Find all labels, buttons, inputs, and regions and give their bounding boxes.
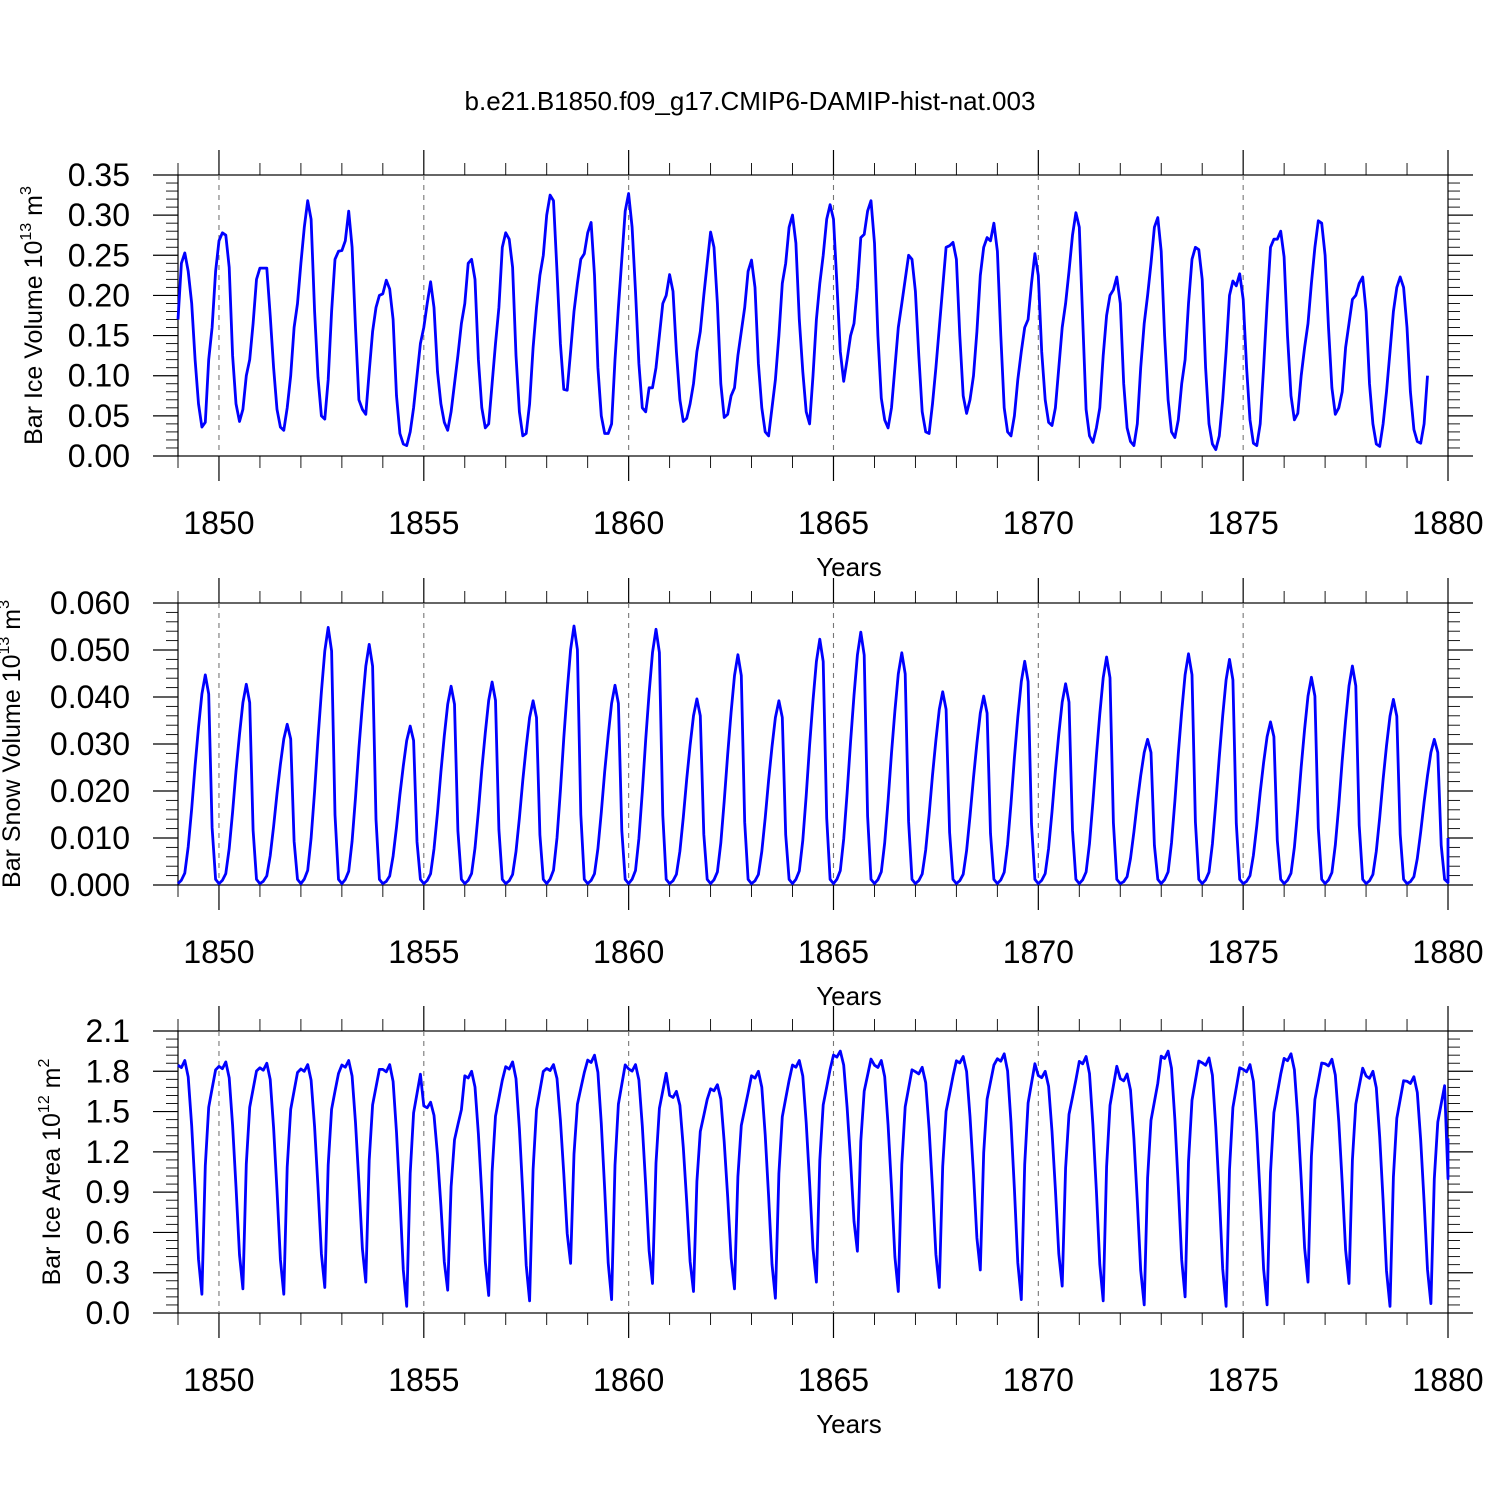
snow-volume-ytick-label: 0.050 [50,632,130,668]
snow-volume-xtick-label: 1875 [1208,934,1279,970]
ice-area-xtick-label: 1860 [593,1362,664,1398]
snow-volume-xtick-label: 1850 [183,934,254,970]
ice-volume-series-line [176,192,1429,452]
ice-volume-xtick-label: 1855 [388,505,459,541]
snow-volume-ytick-label: 0.000 [50,867,130,903]
snow-volume-xtick-label: 1860 [593,934,664,970]
ice-area-xtick-label: 1875 [1208,1362,1279,1398]
ice-volume-ytick-label: 0.10 [68,358,130,394]
ice-volume-ytick-label: 0.15 [68,318,130,354]
ice-area-ytick-label: 1.8 [86,1053,130,1089]
snow-volume-xtick-label: 1870 [1003,934,1074,970]
ice-volume-ytick-label: 0.05 [68,398,130,434]
ice-area-xtick-label: 1850 [183,1362,254,1398]
figure-title: b.e21.B1850.f09_g17.CMIP6-DAMIP-hist-nat… [465,86,1036,116]
ice-volume-ytick-label: 0.35 [68,157,130,193]
snow-volume-ytick-label: 0.010 [50,820,130,856]
ice-area-ytick-label: 0.9 [86,1174,130,1210]
snow-volume-ytick-label: 0.020 [50,773,130,809]
snow-volume-series-line [177,624,1450,885]
ice-area-xtick-label: 1870 [1003,1362,1074,1398]
ice-area-ytick-label: 0.6 [86,1214,130,1250]
ice-volume-ytick-label: 0.20 [68,277,130,313]
ice-area-ytick-label: 0.3 [86,1255,130,1291]
ice-volume-xtick-label: 1875 [1208,505,1279,541]
ice-area-panel: 0.0 0.3 0.6 0.9 1.2 1.5 1.8 2.1 1850 1855 1860 1865… [36,1006,1484,1439]
ice-volume-xtick-label: 1850 [183,505,254,541]
ice-area-xtick-label: 1865 [798,1362,869,1398]
ice-volume-xtick-label: 1870 [1003,505,1074,541]
ice-area-y-axis-label: Bar Ice Area 1012 m2 [36,1059,66,1286]
ice-area-series-line [177,1049,1450,1308]
snow-volume-y-axis-label: Bar Snow Volume 1013 m3 [0,600,26,888]
snow-volume-xtick-label: 1880 [1412,934,1483,970]
ice-area-ytick-label: 2.1 [86,1013,130,1049]
ice-area-xtick-label: 1880 [1412,1362,1483,1398]
ice-volume-xtick-label: 1860 [593,505,664,541]
ice-area-ytick-label: 0.0 [86,1295,130,1331]
ice-area-ytick-label: 1.2 [86,1134,130,1170]
ice-volume-x-axis-label: Years [816,552,882,582]
ice-volume-y-axis-label: Bar Ice Volume 1013 m3 [18,186,48,445]
ice-volume-xtick-label: 1880 [1412,505,1483,541]
ice-volume-ytick-label: 0.00 [68,438,130,474]
snow-volume-x-axis-label: Years [816,981,882,1011]
snow-volume-xtick-label: 1865 [798,934,869,970]
snow-volume-ytick-label: 0.030 [50,726,130,762]
ice-volume-xtick-label: 1865 [798,505,869,541]
ice-volume-ytick-label: 0.30 [68,197,130,233]
snow-volume-ytick-label: 0.040 [50,679,130,715]
ice-volume-panel: 0.00 0.05 0.10 0.15 0.20 0.25 0.30 0.35 1850 1855… [18,150,1484,582]
snow-volume-panel: 0.000 0.010 0.020 0.030 0.040 0.050 0.060 1850 1… [0,578,1484,1011]
ice-area-xtick-label: 1855 [388,1362,459,1398]
ice-volume-plot-frame [177,174,1449,457]
ice-volume-ytick-label: 0.25 [68,237,130,273]
snow-volume-ytick-label: 0.060 [50,585,130,621]
ice-area-x-axis-label: Years [816,1409,882,1439]
snow-volume-xtick-label: 1855 [388,934,459,970]
ice-area-ytick-label: 1.5 [86,1094,130,1130]
